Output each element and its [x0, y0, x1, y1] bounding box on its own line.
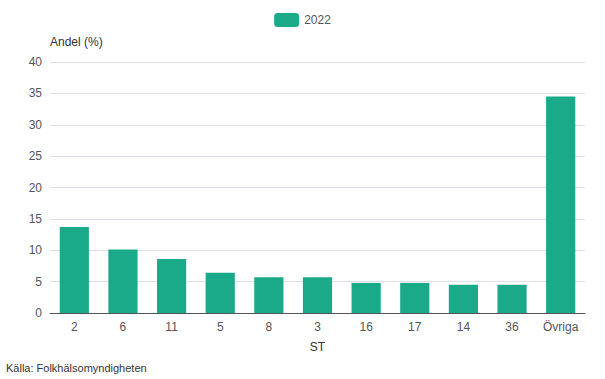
svg-text:30: 30	[29, 118, 43, 132]
svg-text:15: 15	[29, 212, 43, 226]
svg-text:17: 17	[408, 320, 422, 334]
svg-text:40: 40	[29, 55, 43, 69]
svg-text:Källa: Folkhälsomyndigheten: Källa: Folkhälsomyndigheten	[6, 362, 147, 374]
svg-text:5: 5	[35, 275, 42, 289]
svg-text:6: 6	[120, 320, 127, 334]
svg-text:2: 2	[71, 320, 78, 334]
svg-text:35: 35	[29, 86, 43, 100]
svg-text:16: 16	[359, 320, 373, 334]
svg-text:25: 25	[29, 149, 43, 163]
svg-text:11: 11	[165, 320, 178, 334]
svg-text:0: 0	[35, 306, 42, 320]
svg-text:ST: ST	[310, 340, 326, 354]
svg-text:8: 8	[266, 320, 273, 334]
svg-text:Andel (%): Andel (%)	[50, 35, 103, 49]
svg-text:20: 20	[29, 181, 43, 195]
svg-text:10: 10	[29, 243, 43, 257]
svg-text:3: 3	[314, 320, 321, 334]
svg-text:5: 5	[217, 320, 224, 334]
svg-text:36: 36	[505, 320, 519, 334]
svg-text:14: 14	[457, 320, 471, 334]
svg-text:2022: 2022	[304, 13, 331, 27]
svg-text:Övriga: Övriga	[543, 320, 579, 334]
